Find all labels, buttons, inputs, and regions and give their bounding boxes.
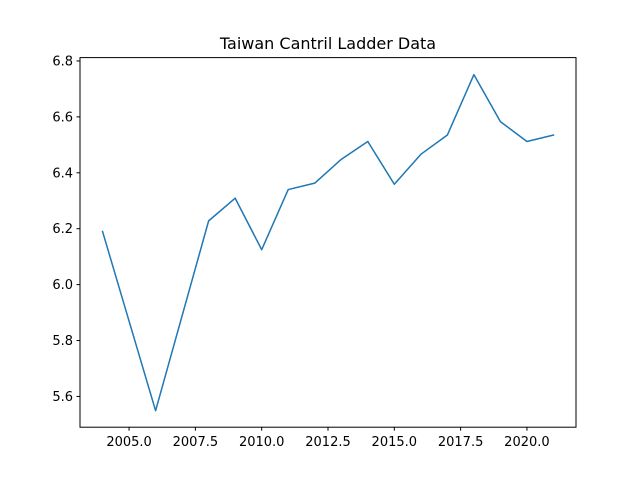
y-axis: 5.6 5.8 6.0 6.2 6.4 6.6 6.8 [52, 54, 80, 405]
x-tick-label: 2012.5 [305, 435, 351, 450]
x-tick-label: 2007.5 [173, 435, 219, 450]
chart-title: Taiwan Cantril Ladder Data [219, 34, 436, 53]
x-tick-label: 2020.0 [504, 435, 550, 450]
y-tick-label: 6.4 [52, 166, 73, 181]
y-tick-label: 6.6 [52, 110, 73, 125]
y-tick-label: 6.2 [52, 222, 73, 237]
y-tick-label: 6.8 [52, 54, 73, 69]
series-line [101, 73, 555, 412]
x-tick-label: 2017.5 [438, 435, 484, 450]
y-tick-label: 6.0 [52, 278, 73, 293]
x-axis: 2005.0 2007.5 2010.0 2012.5 2015.0 2017.5 2020… [106, 427, 550, 450]
plot-frame [79, 57, 577, 428]
series-layer [101, 73, 555, 412]
y-tick-label: 5.8 [52, 334, 73, 349]
x-tick-label: 2010.0 [239, 435, 285, 450]
x-tick-label: 2005.0 [106, 435, 152, 450]
x-tick-label: 2015.0 [372, 435, 418, 450]
y-tick-label: 5.6 [52, 390, 73, 405]
